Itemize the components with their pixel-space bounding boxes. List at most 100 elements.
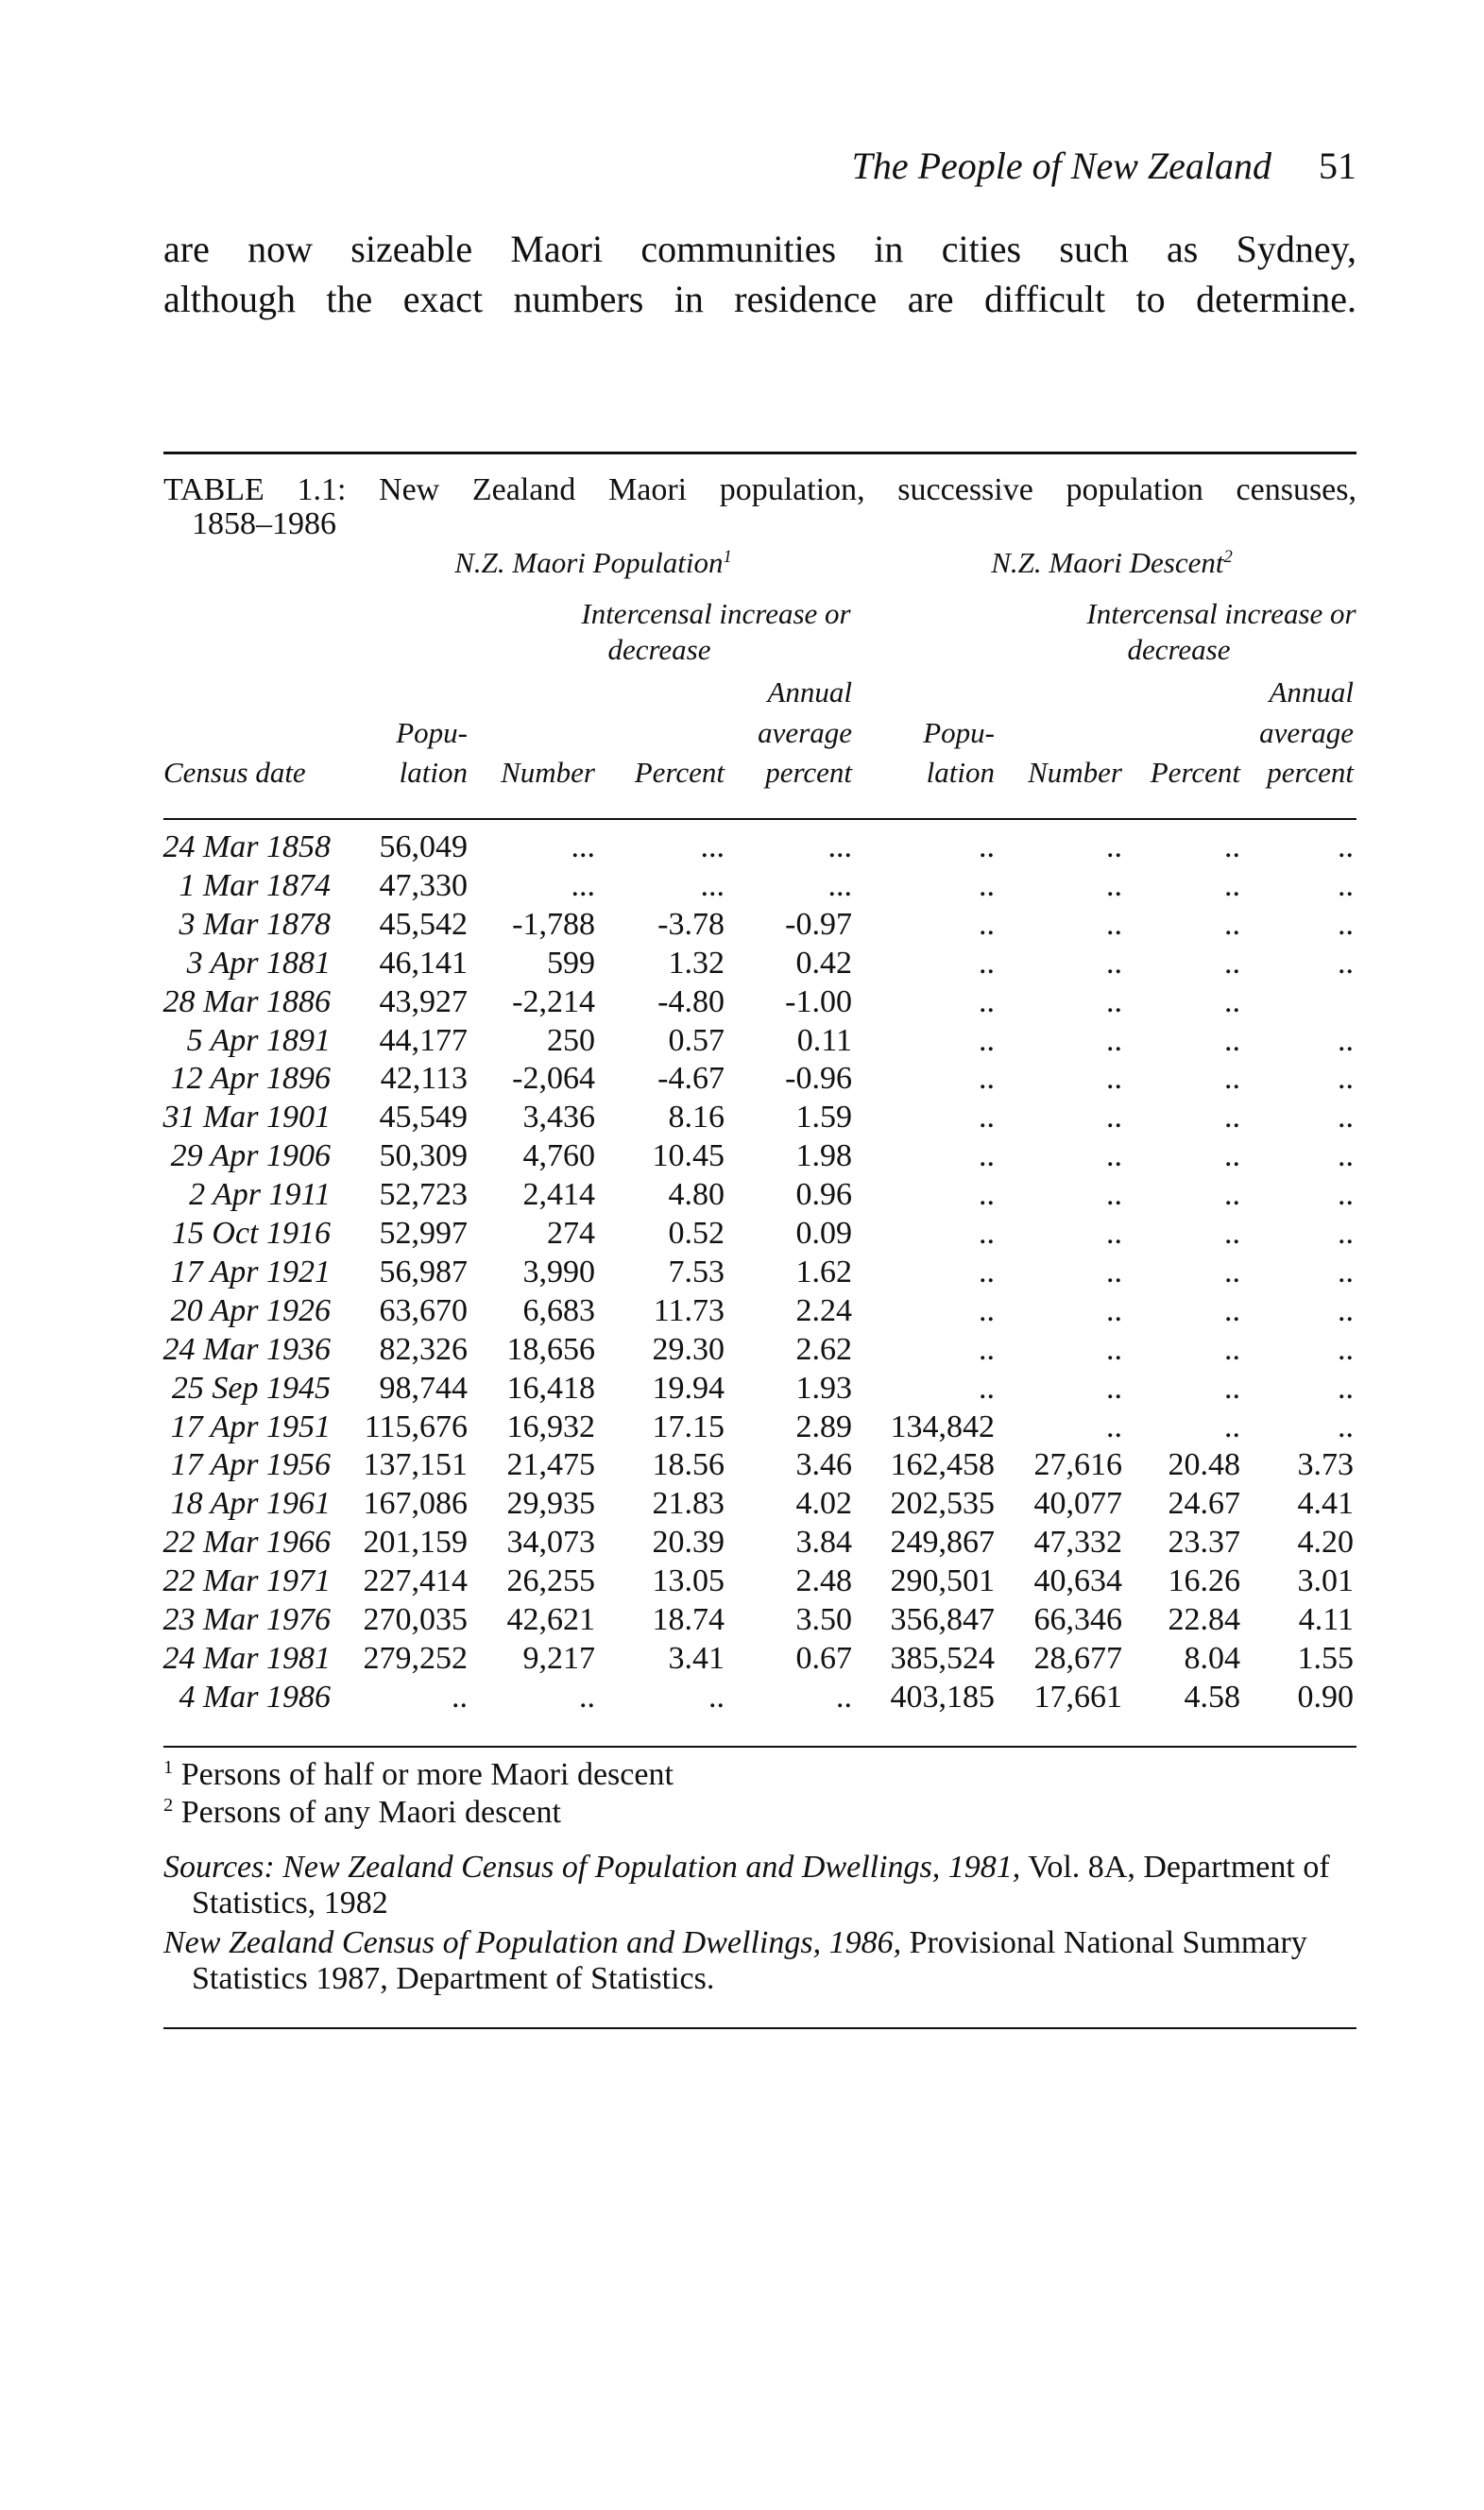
table-cell: 18.56 xyxy=(652,1447,725,1483)
table-cell: 16,418 xyxy=(506,1370,596,1406)
table-cell: 0.57 xyxy=(668,1022,725,1058)
table-cell: 40,077 xyxy=(1033,1486,1123,1522)
column-header: percent xyxy=(765,756,852,789)
table-cell: .. xyxy=(1224,829,1240,864)
table-cell: .. xyxy=(1224,1100,1240,1135)
source-title: New Zealand Census of Population and Dwe… xyxy=(163,1925,902,1960)
table-cell: 56,987 xyxy=(379,1254,469,1289)
table-cell: .. xyxy=(1224,1409,1240,1444)
census-date: 31 Mar 1901 xyxy=(162,1100,331,1135)
table-cell: .. xyxy=(1224,867,1240,903)
table-cell: .. xyxy=(1106,867,1122,903)
table-cell: 4.20 xyxy=(1297,1525,1355,1561)
table-cell: .. xyxy=(1106,1216,1122,1251)
footnote: 2 Persons of any Maori descent xyxy=(163,1795,561,1831)
table-cell: ... xyxy=(700,867,725,903)
table-cell: 27,616 xyxy=(1033,1447,1123,1483)
table-cell: .. xyxy=(979,945,995,981)
rule xyxy=(163,1746,1356,1748)
table-cell: 227,414 xyxy=(363,1563,469,1599)
table-cell: 270,035 xyxy=(363,1602,469,1637)
table-cell: .. xyxy=(979,1254,995,1289)
column-header: Annual xyxy=(767,675,852,709)
column-header: Number xyxy=(501,756,595,789)
census-date: 3 Apr 1881 xyxy=(186,945,331,981)
table-cell: 4.11 xyxy=(1298,1602,1354,1637)
table-cell: 134,842 xyxy=(890,1409,996,1444)
table-cell: 4.80 xyxy=(668,1177,725,1213)
table-cell: 8.04 xyxy=(1184,1640,1241,1676)
table-cell: 6,683 xyxy=(522,1292,596,1328)
table-cell: 0.42 xyxy=(795,945,853,981)
table-cell: 18.74 xyxy=(652,1602,725,1637)
table-cell: .. xyxy=(1106,1022,1122,1058)
paragraph-line: although the exact numbers in residence … xyxy=(163,278,1356,320)
census-date: 22 Mar 1966 xyxy=(162,1525,331,1561)
table-cell: 249,867 xyxy=(890,1525,996,1561)
table-cell: .. xyxy=(1224,1022,1240,1058)
group-label: N.Z. Maori Descent xyxy=(991,546,1224,579)
table-cell: 42,621 xyxy=(506,1602,596,1637)
table-cell: .. xyxy=(1338,1177,1354,1213)
column-header: Popu- xyxy=(396,716,468,749)
table-cell: .. xyxy=(979,983,995,1019)
census-date: 25 Sep 1945 xyxy=(171,1370,331,1406)
table-cell: 8.16 xyxy=(668,1100,725,1135)
rule xyxy=(163,818,1356,820)
table-cell: 42,113 xyxy=(380,1061,468,1097)
table-cell: 1.98 xyxy=(795,1138,853,1174)
footnote: 1 Persons of half or more Maori descent xyxy=(163,1757,674,1793)
table-cell: 1.62 xyxy=(795,1254,853,1289)
table-cell: 43,927 xyxy=(379,983,469,1019)
census-date: 4 Mar 1986 xyxy=(179,1679,331,1715)
group-header: N.Z. Maori Population1 xyxy=(404,546,782,580)
group-note: 1 xyxy=(723,546,732,567)
table-cell: 21,475 xyxy=(506,1447,596,1483)
table-cell: 17,661 xyxy=(1033,1679,1123,1715)
source-line: Statistics, 1982 xyxy=(192,1886,388,1921)
census-date: 24 Mar 1858 xyxy=(162,829,331,864)
group-subheader: decrease xyxy=(607,633,711,666)
table-cell: 9,217 xyxy=(522,1640,596,1676)
paragraph-line: are now sizeable Maori communities in ci… xyxy=(163,228,1356,270)
table-cell: .. xyxy=(1224,906,1240,942)
table-cell: 3.73 xyxy=(1297,1447,1355,1483)
census-date: 20 Apr 1926 xyxy=(170,1292,331,1328)
census-date: 12 Apr 1896 xyxy=(170,1061,331,1097)
table-cell: 1.59 xyxy=(795,1100,853,1135)
table-cell: 1.55 xyxy=(1297,1640,1355,1676)
table-cell: -1.00 xyxy=(785,983,852,1019)
table-cell: 0.96 xyxy=(795,1177,853,1213)
table-cell: .. xyxy=(1338,906,1354,942)
table-cell: -3.78 xyxy=(657,906,725,942)
table-cell: -2,064 xyxy=(512,1061,595,1097)
column-header: Popu- xyxy=(923,716,995,749)
table-cell: .. xyxy=(452,1679,468,1715)
group-header: N.Z. Maori Descent2 xyxy=(923,546,1301,580)
column-header: average xyxy=(758,716,852,749)
table-cell: .. xyxy=(1106,1292,1122,1328)
table-cell: 115,676 xyxy=(364,1409,468,1444)
census-date: 22 Mar 1971 xyxy=(162,1563,331,1599)
table-cell: 4.02 xyxy=(795,1486,853,1522)
census-date: 15 Oct 1916 xyxy=(171,1216,331,1251)
table-cell: .. xyxy=(1338,1292,1354,1328)
column-header: Annual xyxy=(1269,675,1354,709)
table-cell: .. xyxy=(1338,829,1354,864)
census-date: 1 Mar 1874 xyxy=(179,867,331,903)
table-cell: 279,252 xyxy=(363,1640,469,1676)
table-cell: 98,744 xyxy=(379,1370,469,1406)
table-cell: -0.97 xyxy=(785,906,852,942)
table-cell: 34,073 xyxy=(506,1525,596,1561)
table-cell: .. xyxy=(1106,945,1122,981)
footnote-text: Persons of any Maori descent xyxy=(180,1795,561,1830)
table-cell: .. xyxy=(1338,867,1354,903)
table-cell: .. xyxy=(1224,945,1240,981)
source-line: Sources: New Zealand Census of Populatio… xyxy=(163,1850,1330,1886)
table-cell: .. xyxy=(1338,1409,1354,1444)
table-cell: .. xyxy=(1338,1022,1354,1058)
table-cell: 44,177 xyxy=(379,1022,469,1058)
table-cell: .. xyxy=(979,867,995,903)
table-cell: .. xyxy=(979,1292,995,1328)
table-cell: 167,086 xyxy=(363,1486,469,1522)
